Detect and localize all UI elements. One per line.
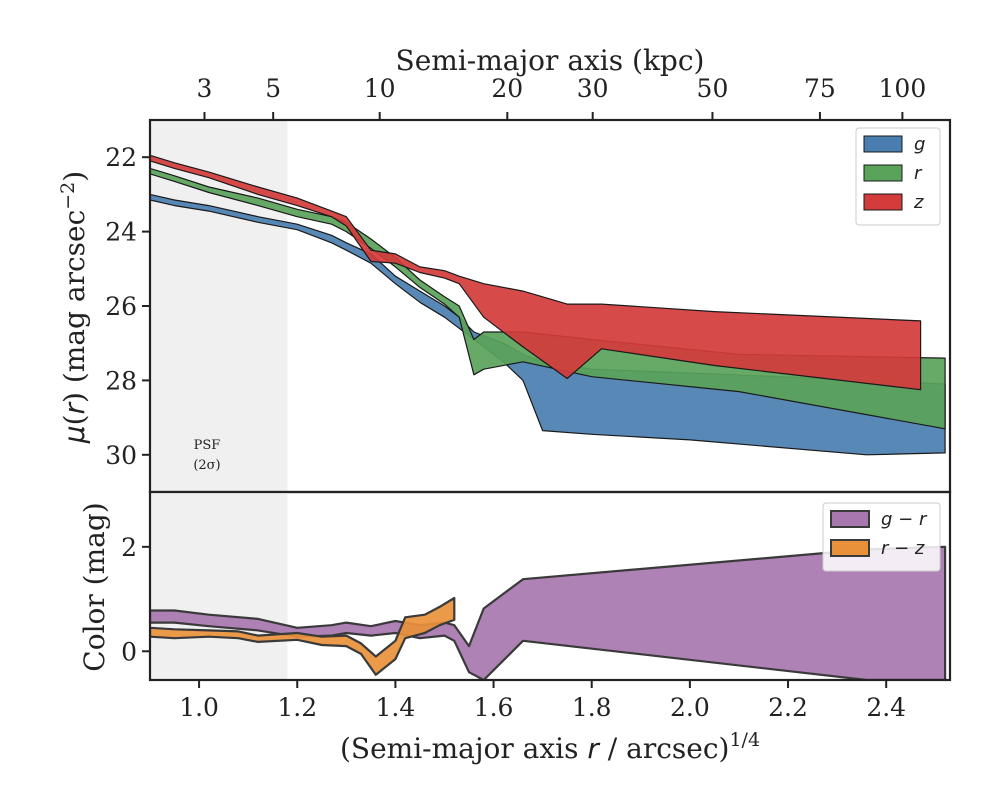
top-axis-label: Semi-major axis (kpc): [396, 44, 705, 77]
legend-swatch: [863, 164, 903, 182]
y-axis-label: μ(r) (mag arcsec−2): [57, 171, 91, 444]
kpc-tick-label: 75: [804, 74, 836, 103]
top-y-tick-label: 26: [105, 292, 137, 321]
top-y-tick-label: 28: [105, 366, 137, 395]
band-z: [150, 154, 922, 391]
x-tick-label: 2.2: [768, 693, 808, 722]
color-y-tick-label: 0: [121, 637, 137, 666]
top-y-tick-label: 22: [105, 143, 137, 172]
psf-label-sigma: (2σ): [193, 458, 220, 473]
x-tick-label: 2.4: [866, 693, 906, 722]
top-y-tick-label: 24: [105, 218, 137, 247]
kpc-tick-label: 100: [879, 74, 927, 103]
legend-swatch: [830, 539, 870, 557]
legend-label: g: [914, 134, 925, 155]
top-y-tick-label: 30: [105, 441, 137, 470]
legend-label: r − z: [881, 538, 925, 559]
x-tick-label: 1.6: [474, 693, 514, 722]
top-y-ticks: 22 24 26 28 30: [105, 143, 150, 470]
x-tick-label: 1.2: [277, 693, 317, 722]
band-rz: [150, 596, 456, 676]
color-y-tick-label: 2: [121, 533, 137, 562]
psf-region: [150, 120, 288, 492]
bottom-legend: g − r r − z: [822, 502, 941, 572]
kpc-tick-label: 20: [491, 74, 523, 103]
kpc-tick-label: 30: [577, 74, 609, 103]
legend-swatch: [863, 193, 903, 211]
kpc-tick-label: 10: [364, 74, 396, 103]
legend-label: g − r: [881, 509, 928, 530]
kpc-tick-label: 50: [697, 74, 729, 103]
kpc-tick-label: 3: [197, 74, 213, 103]
legend-swatch: [863, 135, 903, 153]
legend-label: r: [914, 163, 923, 184]
top-kpc-ticks: 3 5 10 20 30 50 75 100: [197, 74, 927, 120]
x-tick-label: 1.8: [572, 693, 612, 722]
psf-label: PSF: [194, 438, 221, 453]
bottom-y-ticks: 02: [121, 533, 150, 666]
bottom-axes-frame: [148, 490, 952, 682]
bottom-x-ticks: 1.0 1.2 1.4 1.6 1.8 2.0 2.2 2.4: [179, 680, 906, 722]
color-panel: 02 1.0 1.2 1.4 1.6 1.8 2.0 2.2 2.4 g − rr − z C…: [78, 490, 952, 765]
legend-label: z: [913, 192, 924, 213]
color-axis-label: Color (mag): [78, 502, 111, 671]
psf-region-color: [150, 492, 288, 680]
x-tick-label: 1.4: [376, 693, 416, 722]
top-legend: grz: [855, 127, 941, 226]
x-tick-label: 1.0: [179, 693, 219, 722]
legend-swatch: [830, 510, 870, 528]
x-axis-label: (Semi-major axis r / arcsec)1/4: [340, 729, 760, 765]
kpc-tick-label: 5: [265, 74, 281, 103]
color-bands: [150, 545, 947, 680]
x-tick-label: 2.0: [670, 693, 710, 722]
surface-brightness-bands: [150, 154, 946, 456]
